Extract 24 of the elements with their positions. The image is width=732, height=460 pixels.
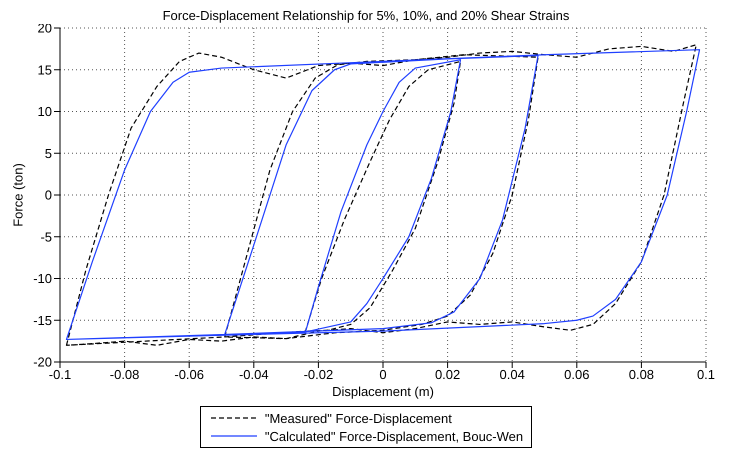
y-tick-label: -15 [33, 312, 52, 328]
x-tick-label: 0.08 [628, 367, 654, 382]
y-tick-label: -5 [40, 229, 52, 244]
y-tick-label: -20 [33, 354, 52, 370]
x-tick-label: 0.1 [696, 367, 716, 382]
x-tick-label: -0.02 [304, 367, 334, 382]
y-axis-title: Force (ton) [10, 163, 26, 227]
x-tick-label: 0.04 [500, 367, 525, 382]
legend-label: "Measured" Force-Displacement [264, 410, 452, 426]
x-tick-label: -0.04 [238, 367, 269, 382]
x-tick-label: 0 [379, 367, 387, 382]
x-axis-title: Displacement (m) [332, 384, 434, 399]
y-tick-label: 15 [38, 62, 52, 78]
legend-label: "Calculated" Force-Displacement, Bouc-Wen [264, 428, 524, 444]
x-tick-label: -0.06 [174, 367, 204, 382]
x-tick-label: 0.06 [564, 367, 590, 382]
x-tick-label: -0.1 [48, 367, 72, 382]
y-tick-label: 0 [44, 188, 52, 203]
x-tick-label: -0.08 [110, 367, 140, 382]
chart-title: Force-Displacement Relationship for 5%, 10%, and 20% Shear Strains [162, 8, 570, 23]
y-tick-label: 5 [44, 146, 52, 161]
y-tick-label: 10 [38, 104, 52, 120]
x-tick-label: 0.02 [434, 367, 460, 382]
y-tick-label: -10 [33, 271, 52, 286]
